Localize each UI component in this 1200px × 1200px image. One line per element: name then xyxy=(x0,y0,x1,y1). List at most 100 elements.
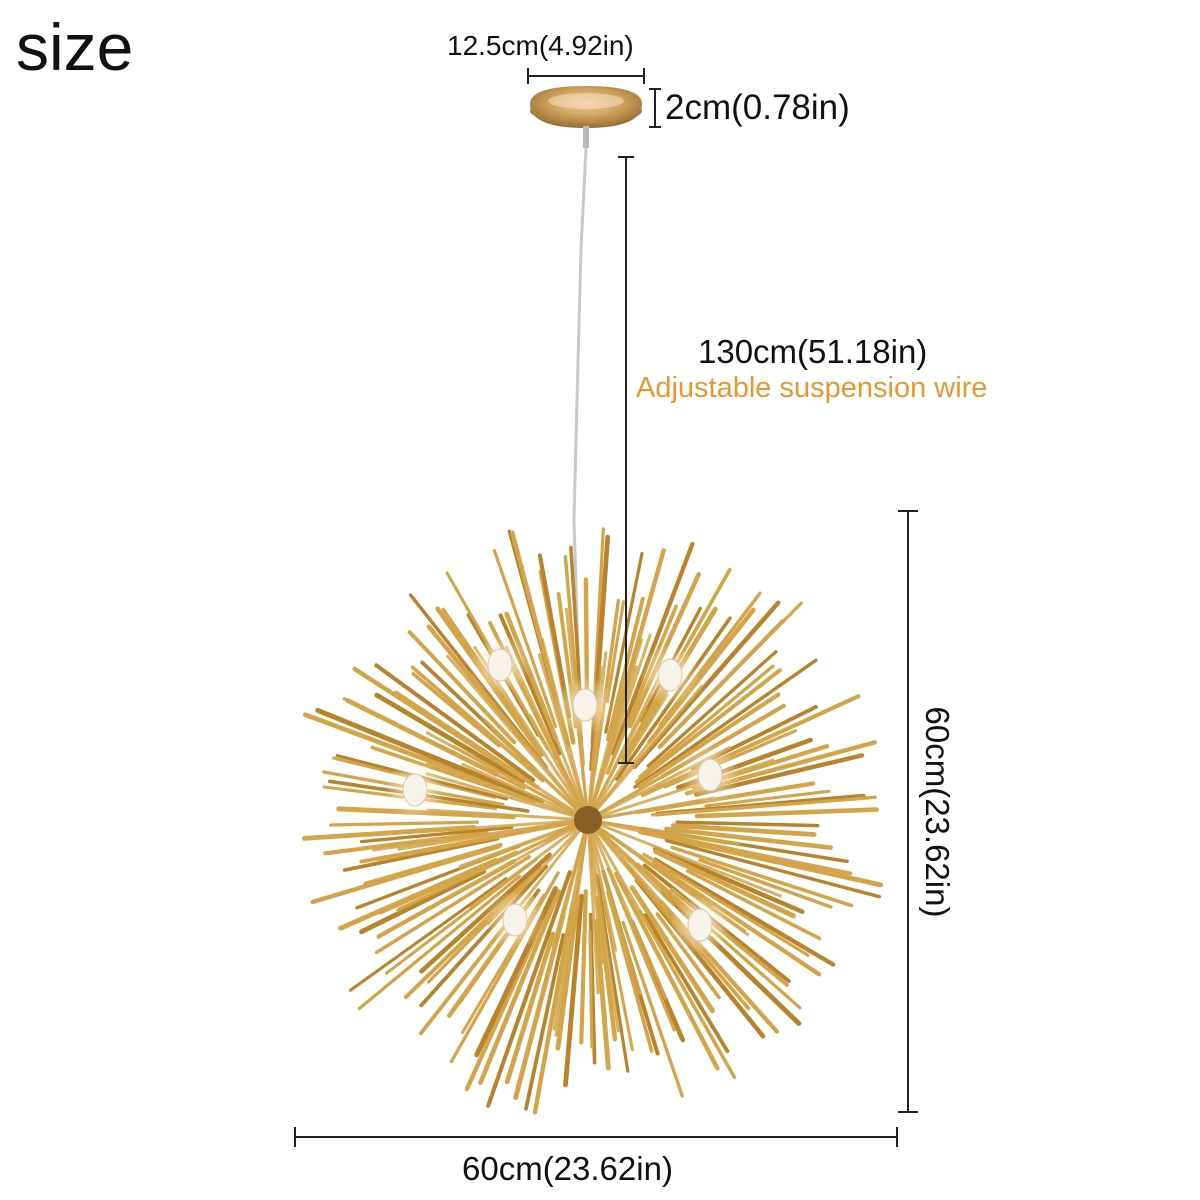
rod xyxy=(563,893,584,1088)
rod xyxy=(328,820,480,827)
page-title: size xyxy=(16,10,134,84)
rod xyxy=(694,807,879,819)
dimension-canopy-height xyxy=(649,88,661,128)
rod xyxy=(655,912,721,1000)
rod xyxy=(586,674,662,821)
rod xyxy=(642,852,810,957)
rod xyxy=(452,744,589,822)
rod xyxy=(633,658,818,789)
rod xyxy=(586,819,620,1033)
rod xyxy=(357,874,522,1011)
rod xyxy=(643,913,730,1054)
rod xyxy=(586,818,676,907)
rod xyxy=(524,933,566,1111)
dimension-canopy-width xyxy=(527,68,645,84)
dimension-sphere-width xyxy=(294,1127,898,1147)
rod xyxy=(342,836,500,872)
rod xyxy=(538,695,590,821)
rod xyxy=(670,823,817,837)
rod xyxy=(359,825,514,844)
rod xyxy=(586,693,669,821)
rod xyxy=(466,670,590,821)
rod xyxy=(427,818,589,833)
rod xyxy=(651,861,822,977)
sphere-height-label: 60cm(23.62in) xyxy=(919,706,956,918)
rod xyxy=(504,931,556,1085)
rod xyxy=(359,869,487,935)
rod xyxy=(315,707,544,804)
rod xyxy=(586,819,618,952)
wire-note-label: Adjustable suspension wire xyxy=(636,372,988,404)
rod xyxy=(638,664,775,779)
rod xyxy=(637,692,781,789)
ceiling-canopy xyxy=(530,86,642,148)
rod xyxy=(660,601,803,747)
rod xyxy=(374,663,536,782)
rod xyxy=(651,795,877,817)
sphere-width-label: 60cm(23.62in) xyxy=(462,1150,673,1187)
rod xyxy=(469,818,589,910)
rod xyxy=(460,762,589,822)
rod xyxy=(653,857,836,967)
rod xyxy=(698,858,833,909)
rod xyxy=(540,637,590,821)
canopy-height-label: 2cm(0.78in) xyxy=(665,88,850,127)
bulb xyxy=(402,773,428,807)
rod xyxy=(374,692,526,784)
rod xyxy=(411,672,501,748)
rod xyxy=(587,818,788,865)
rod xyxy=(621,920,684,1098)
rod xyxy=(541,819,590,997)
rod xyxy=(486,870,572,1108)
rod xyxy=(554,819,590,1037)
rod xyxy=(597,877,634,1052)
rod xyxy=(587,818,783,898)
rod xyxy=(586,685,695,821)
rod xyxy=(342,697,526,790)
bulb xyxy=(687,908,713,942)
rod xyxy=(586,701,622,821)
rod xyxy=(426,808,589,822)
rod xyxy=(425,771,589,822)
rod xyxy=(634,668,782,784)
rod xyxy=(652,846,805,914)
rod xyxy=(586,819,668,1000)
rod xyxy=(407,630,517,745)
bulb xyxy=(657,658,683,692)
bulb xyxy=(697,758,723,792)
rod xyxy=(586,819,685,937)
rod xyxy=(419,864,549,1008)
rod xyxy=(425,761,589,822)
rod xyxy=(348,877,508,992)
rod xyxy=(492,549,558,729)
wire-length-label: 130cm(51.18in) xyxy=(698,333,928,370)
rod xyxy=(371,818,589,852)
rod xyxy=(478,889,562,1085)
rod xyxy=(653,849,796,919)
rod xyxy=(704,789,831,808)
rod xyxy=(338,857,499,931)
rod xyxy=(664,838,881,899)
rod xyxy=(595,896,618,1042)
hub xyxy=(574,806,602,834)
rod xyxy=(587,818,728,845)
rod xyxy=(586,819,658,942)
rod xyxy=(663,826,833,850)
rod xyxy=(403,865,542,1000)
rod xyxy=(363,842,503,886)
rod xyxy=(593,918,611,1071)
rod xyxy=(606,890,654,1053)
rod xyxy=(410,665,545,783)
canopy-diameter-label: 12.5cm(4.92in) xyxy=(447,30,634,61)
rod xyxy=(419,852,552,974)
rod xyxy=(586,651,608,821)
rod xyxy=(488,727,590,822)
rod xyxy=(640,694,861,797)
rod xyxy=(579,889,588,1045)
rod xyxy=(605,600,625,704)
rod xyxy=(685,869,822,941)
rod xyxy=(605,604,678,775)
rod xyxy=(586,819,642,995)
bulb xyxy=(572,688,598,722)
